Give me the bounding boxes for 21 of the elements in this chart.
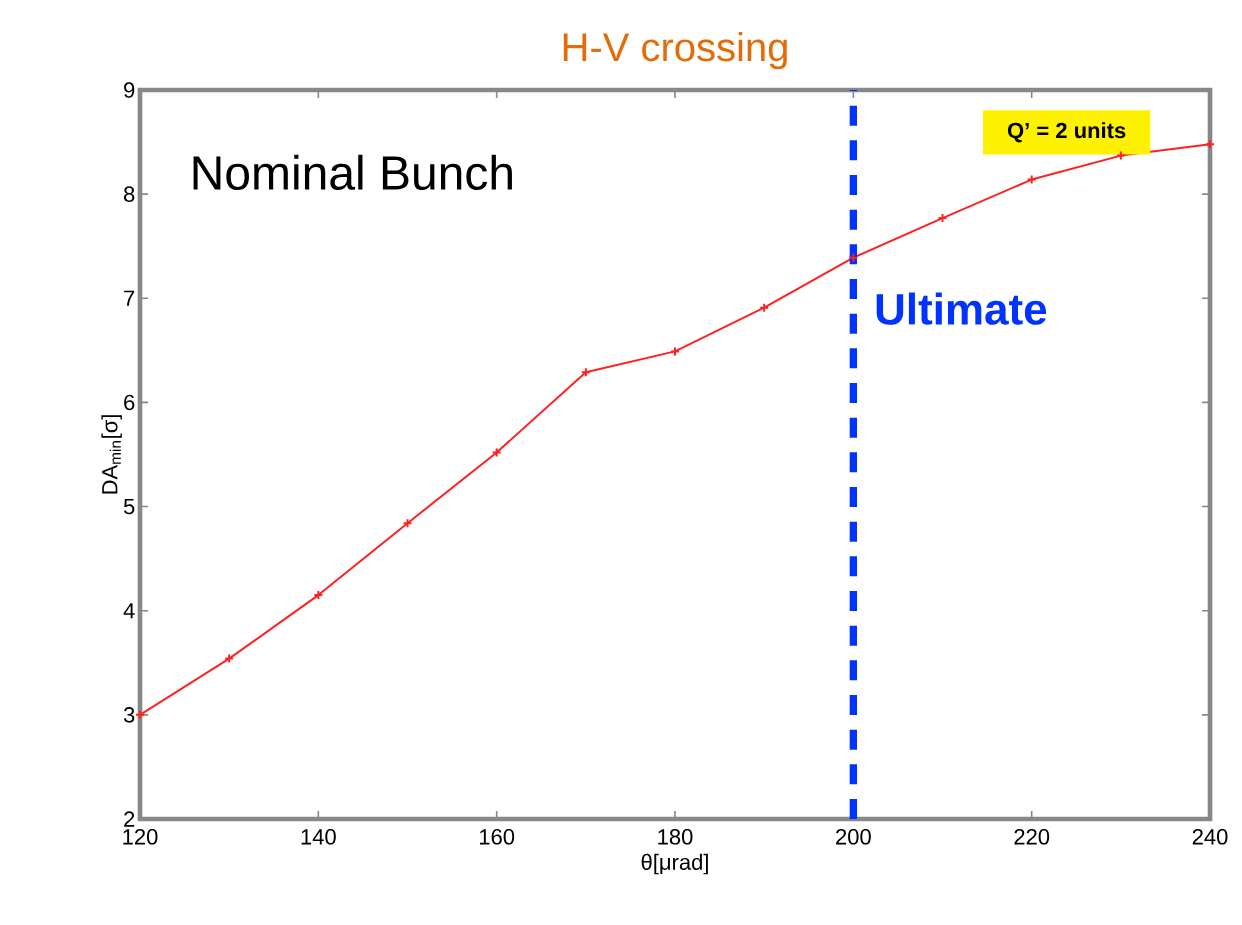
annotation: Q’ = 2 units (1007, 122, 1126, 143)
x-tick-label: 120 (123, 829, 158, 845)
y-tick-label: 4 (123, 603, 135, 619)
y-tick-label: 7 (124, 290, 135, 306)
x-tick-label: 240 (1192, 829, 1228, 845)
y-tick-label: 9 (124, 82, 135, 98)
x-tick-label: 180 (658, 829, 693, 845)
y-axis-title: DA$_{min}$[σ] (101, 415, 122, 494)
y-tick-label: 3 (123, 707, 135, 723)
chart-title: H-V crossing (563, 32, 787, 70)
x-tick-label: 140 (301, 829, 336, 845)
y-tick-label: 5 (123, 498, 135, 515)
y-tick-label: 8 (124, 186, 135, 202)
ref-line-label: Ultimate (876, 292, 1047, 325)
y-tick-label: 6 (124, 394, 135, 411)
x-axis-title: θ[μrad] (641, 853, 708, 875)
annotation: Nominal Bunch (193, 154, 512, 190)
y-tick-label: 2 (124, 811, 135, 827)
x-tick-label: 220 (1014, 829, 1050, 845)
x-tick-label: 160 (479, 829, 515, 845)
x-tick-label: 200 (836, 829, 871, 845)
